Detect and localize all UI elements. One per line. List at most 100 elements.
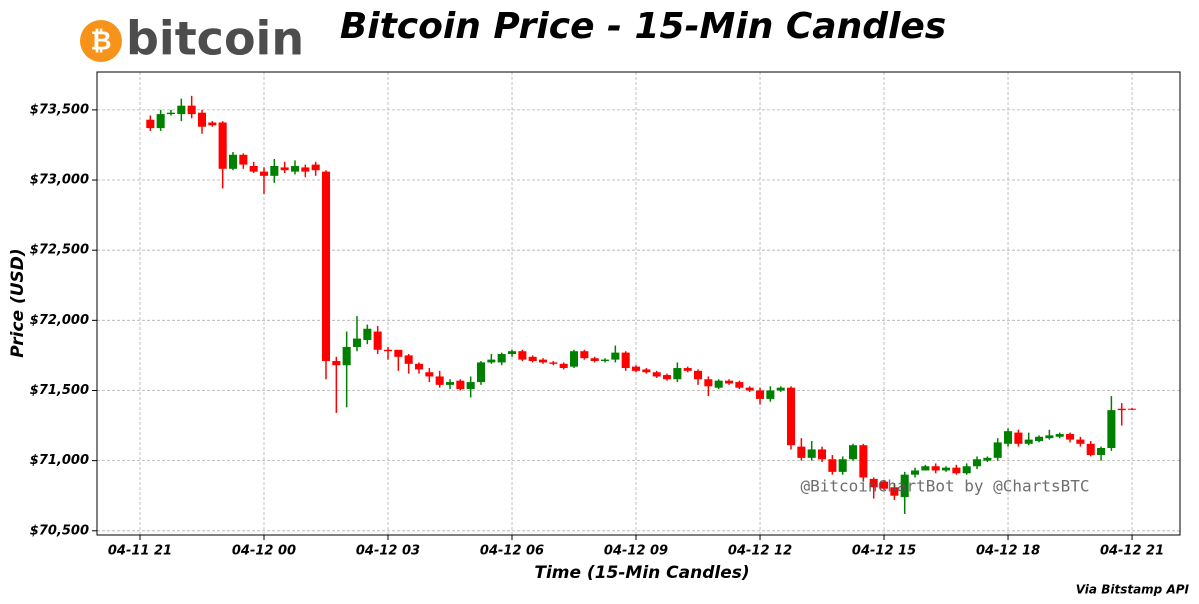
candle-body [321, 171, 331, 362]
candle-body [559, 363, 568, 369]
x-tick-label: 04-12 18 [976, 544, 1040, 559]
candle-body [704, 379, 713, 387]
candle-body [569, 351, 579, 367]
candle-body [580, 351, 589, 359]
candle-body [549, 362, 558, 364]
candle-body [869, 478, 878, 488]
candle-body [859, 445, 868, 478]
plot-area [97, 72, 1180, 535]
candle-body [1014, 432, 1023, 444]
candle-body [818, 449, 827, 460]
candle-body [259, 171, 269, 176]
candle-body [414, 363, 424, 370]
candle-body [807, 449, 816, 458]
x-tick-label: 04-12 12 [728, 544, 792, 559]
candle-body [611, 352, 620, 360]
candle-body [1055, 433, 1064, 437]
candle-body [880, 481, 889, 489]
candle-body [301, 167, 310, 172]
candle-body [487, 359, 496, 363]
candle-body [476, 362, 486, 383]
x-tick-label: 04-12 09 [604, 544, 668, 559]
candle-body [1107, 410, 1116, 449]
candle-body [342, 346, 351, 366]
y-tick-label: $72,000 [30, 313, 89, 328]
candle-body [838, 459, 847, 472]
candle-body [745, 387, 754, 391]
candle-body [456, 380, 465, 390]
candle-body [652, 372, 661, 377]
candle-body [1035, 436, 1044, 441]
candle-body [373, 331, 382, 350]
watermark: @BitcoinChartBot by @ChartsBTC [801, 477, 1090, 496]
candle-body [849, 445, 858, 460]
candle-body [1097, 448, 1106, 456]
source-note: Via Bitstamp API [1076, 583, 1190, 597]
candle-body [600, 359, 610, 362]
candle-body [942, 467, 951, 471]
candle-body [466, 382, 475, 390]
logo-symbol: ₿ [90, 27, 111, 57]
candle-body [352, 338, 362, 347]
candle-body [518, 351, 527, 360]
candle-body [755, 390, 765, 399]
candle-body [363, 328, 372, 340]
candle-body [507, 351, 517, 355]
candle-body [642, 369, 651, 373]
candle-body [931, 466, 940, 471]
candle-body [332, 361, 341, 366]
x-tick-label: 04-12 03 [356, 544, 420, 559]
candle-body [1086, 443, 1095, 456]
candle-body [1045, 435, 1054, 439]
candle-body [776, 387, 785, 391]
logo-text: bitcoin [126, 12, 304, 66]
candle-body [631, 366, 641, 371]
candle-body [962, 466, 971, 474]
candle-body [621, 352, 630, 369]
candle-body [166, 112, 176, 115]
plot-frame [96, 71, 1181, 536]
candle-body [435, 376, 444, 385]
candle-body [900, 474, 909, 498]
candle-body [218, 122, 227, 169]
candle-body [673, 368, 682, 380]
x-tick-label: 04-12 06 [480, 544, 544, 559]
candle-body [993, 442, 1002, 458]
chart-title: Bitcoin Price - 15-Min Candles [340, 6, 946, 47]
x-tick-label: 04-12 00 [232, 544, 296, 559]
candle-body [239, 154, 248, 165]
candle-body [270, 166, 279, 176]
candle-body [1004, 431, 1013, 444]
candle-body [828, 459, 837, 472]
candle-body [952, 467, 961, 474]
candle-body [797, 446, 806, 458]
candle-body [146, 119, 155, 129]
candle-body [187, 105, 196, 115]
candle-body [538, 359, 548, 363]
x-tick-label: 04-12 15 [852, 544, 916, 559]
candle-body [683, 368, 692, 371]
candle-body [1128, 408, 1137, 410]
y-tick-label: $72,500 [30, 243, 89, 258]
candle-body [177, 105, 186, 115]
candle-body [911, 470, 920, 475]
x-tick-label: 04-11 21 [108, 544, 172, 559]
candle-body [590, 358, 599, 362]
candle-body [662, 375, 672, 380]
candle-body [208, 122, 217, 126]
candle-body [983, 457, 992, 461]
candle-body [735, 382, 744, 388]
candle-body [890, 487, 899, 496]
candle-body [724, 380, 734, 384]
candle-body [693, 370, 703, 380]
candle-body [280, 167, 289, 171]
candle-body [921, 466, 930, 471]
x-axis-label: Time (15-Min Candles) [534, 563, 749, 583]
candle-body [973, 459, 982, 467]
logo-coin [80, 20, 122, 62]
x-tick-label: 04-12 21 [1100, 544, 1164, 559]
candle-body [197, 112, 207, 127]
candle-body [786, 387, 796, 446]
candle-body [404, 355, 413, 364]
candle-body [1066, 433, 1075, 440]
